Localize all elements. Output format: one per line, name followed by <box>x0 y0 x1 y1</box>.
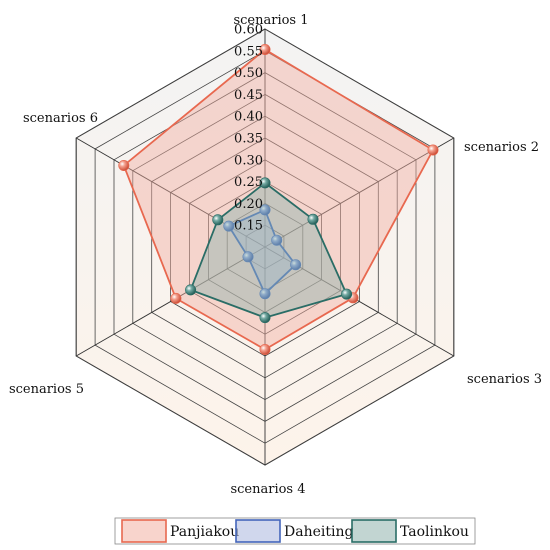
axis-spoke-2 <box>264 137 455 248</box>
radial-tick-labels: 0.15 0.20 0.25 0.30 0.35 0.40 0.45 0.50 0.55 0.60 <box>234 23 263 234</box>
tick-label: 0.15 <box>234 219 263 234</box>
axis-label-6: scenarios 6 <box>23 111 98 126</box>
axis-label-2: scenarios 2 <box>464 140 539 155</box>
legend-frame <box>114 517 476 545</box>
tick-label: 0.60 <box>234 23 263 38</box>
tick-label: 0.50 <box>234 66 263 81</box>
data-point-daheiting-4 <box>259 288 271 300</box>
legend-swatch-taolinkou <box>351 519 397 543</box>
series-panjiakou <box>118 43 439 355</box>
legend-swatch-daheiting <box>235 519 281 543</box>
axis-spoke-5 <box>75 246 266 357</box>
data-point-taolinkou-2 <box>307 213 319 225</box>
data-point-daheiting-3 <box>290 259 302 271</box>
series-layer <box>118 43 439 355</box>
data-point-taolinkou-6 <box>212 214 224 226</box>
tick-label: 0.30 <box>234 153 263 168</box>
series-taolinkou <box>185 177 353 324</box>
axis-label-1: scenarios 1 <box>233 13 308 28</box>
tick-label: 0.20 <box>234 197 263 212</box>
series-daheiting <box>223 204 302 300</box>
data-point-panjiakou-6 <box>118 160 130 172</box>
tick-label: 0.25 <box>234 175 263 190</box>
legend-swatch-panjiakou <box>121 519 167 543</box>
data-point-daheiting-2 <box>271 234 283 246</box>
data-point-daheiting-1 <box>259 204 271 216</box>
legend: Panjiakou Daheiting Taolinkou <box>114 517 476 545</box>
data-point-panjiakou-2 <box>427 144 439 156</box>
data-point-panjiakou-5 <box>170 292 182 304</box>
data-point-daheiting-5 <box>242 251 254 263</box>
axis-labels: scenarios 1 scenarios 2 scenarios 3 scenari… <box>9 13 542 497</box>
tick-label: 0.45 <box>234 88 263 103</box>
data-point-taolinkou-1 <box>259 177 271 189</box>
legend-label-taolinkou: Taolinkou <box>400 524 469 540</box>
axis-label-4: scenarios 4 <box>230 482 305 497</box>
data-point-panjiakou-4 <box>259 343 271 355</box>
legend-label-daheiting: Daheiting <box>284 524 353 540</box>
tick-label: 0.35 <box>234 132 263 147</box>
data-point-daheiting-6 <box>223 220 235 232</box>
tick-label: 0.55 <box>234 44 263 59</box>
data-point-taolinkou-4 <box>259 312 271 324</box>
legend-label-panjiakou: Panjiakou <box>170 524 239 540</box>
tick-label: 0.40 <box>234 110 263 125</box>
data-point-panjiakou-1 <box>259 43 271 55</box>
axis-label-3: scenarios 3 <box>467 372 542 387</box>
axis-label-5: scenarios 5 <box>9 382 84 397</box>
data-point-taolinkou-3 <box>341 288 353 300</box>
data-point-taolinkou-5 <box>185 284 197 296</box>
